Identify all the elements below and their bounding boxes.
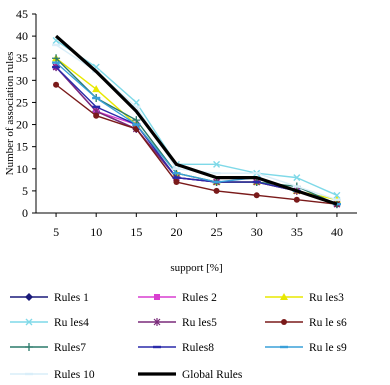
data-point bbox=[92, 105, 101, 109]
series-line bbox=[55, 84, 338, 205]
legend-item: Rules8 bbox=[138, 342, 214, 354]
y-tick-label: 30 bbox=[16, 73, 28, 87]
series-line bbox=[55, 66, 338, 205]
data-point bbox=[132, 105, 141, 109]
data-point bbox=[213, 160, 221, 168]
series-8 bbox=[52, 61, 341, 206]
data-point bbox=[52, 43, 61, 47]
series-line bbox=[55, 34, 338, 206]
data-point bbox=[213, 187, 220, 194]
y-tick-label: 20 bbox=[16, 118, 28, 132]
series-line bbox=[55, 57, 338, 201]
legend-label: Ru les3 bbox=[309, 292, 344, 304]
y-tick-label: 10 bbox=[16, 162, 28, 176]
data-point bbox=[93, 112, 100, 119]
data-point bbox=[333, 191, 341, 199]
series-6 bbox=[52, 54, 341, 209]
legend-marker bbox=[25, 293, 33, 301]
data-point bbox=[292, 185, 301, 188]
x-tick-label: 10 bbox=[90, 225, 102, 239]
data-point bbox=[252, 180, 261, 184]
legend-item: Ru le s9 bbox=[265, 342, 347, 354]
data-point bbox=[332, 198, 341, 201]
legend-marker bbox=[281, 319, 287, 325]
series-line bbox=[55, 66, 338, 205]
data-point bbox=[92, 85, 101, 93]
series-line bbox=[55, 66, 338, 205]
legend-marker bbox=[153, 345, 161, 349]
y-tick-label: 40 bbox=[16, 29, 28, 43]
legend-label: Ru le s9 bbox=[309, 342, 347, 354]
legend: Rules 1 Rules 2 Ru les3 Ru les4 Ru les5 Ru le… bbox=[10, 292, 347, 381]
series-10 bbox=[55, 34, 338, 206]
legend-marker bbox=[25, 343, 33, 351]
data-point bbox=[52, 61, 61, 64]
series-line bbox=[55, 66, 338, 205]
data-point bbox=[52, 54, 61, 63]
y-tick-label: 45 bbox=[16, 7, 28, 21]
legend-label: Rules8 bbox=[182, 342, 214, 354]
legend-label: Ru le s6 bbox=[309, 317, 347, 329]
data-point bbox=[293, 196, 300, 203]
legend-item: Rules7 bbox=[10, 342, 86, 354]
y-tick-label: 5 bbox=[22, 184, 28, 198]
data-point bbox=[212, 172, 221, 175]
x-tick-label: 20 bbox=[170, 225, 182, 239]
data-point bbox=[132, 116, 141, 125]
legend-item: Rules 2 bbox=[138, 292, 217, 304]
legend-marker bbox=[25, 318, 33, 326]
data-point bbox=[92, 96, 101, 100]
legend-label: Global Rules bbox=[182, 369, 243, 381]
x-axis-title: support [%] bbox=[170, 262, 222, 274]
legend-item: Ru le s6 bbox=[265, 317, 347, 329]
data-point bbox=[253, 192, 260, 199]
x-tick-label: 25 bbox=[211, 225, 223, 239]
legend-marker bbox=[153, 318, 161, 326]
legend-item: Rules 1 bbox=[10, 292, 89, 304]
data-point bbox=[252, 172, 261, 175]
data-point bbox=[53, 81, 60, 88]
legend-label: Rules 2 bbox=[182, 292, 217, 304]
legend-item: Global Rules bbox=[138, 369, 243, 381]
data-point bbox=[172, 167, 181, 170]
data-point bbox=[172, 176, 181, 179]
data-point bbox=[52, 65, 61, 69]
y-tick-label: 35 bbox=[16, 51, 28, 65]
legend-label: Ru les4 bbox=[54, 317, 89, 329]
data-point bbox=[212, 180, 221, 184]
series-line bbox=[55, 39, 338, 196]
legend-label: Rules7 bbox=[54, 342, 86, 354]
legend-marker bbox=[154, 294, 160, 300]
x-tick-label: 5 bbox=[53, 225, 59, 239]
data-point bbox=[173, 179, 180, 186]
data-point bbox=[293, 174, 301, 182]
x-tick-label: 40 bbox=[331, 225, 343, 239]
legend-marker bbox=[25, 372, 33, 376]
legend-marker bbox=[280, 345, 288, 349]
legend-label: Rules 10 bbox=[54, 369, 95, 381]
series-lines bbox=[52, 34, 341, 209]
legend-label: Rules 1 bbox=[54, 292, 89, 304]
legend-item: Rules 10 bbox=[10, 369, 95, 381]
data-point bbox=[172, 172, 181, 175]
legend-marker bbox=[280, 293, 288, 300]
y-tick-label: 15 bbox=[16, 140, 28, 154]
legend-label: Ru les5 bbox=[182, 317, 217, 329]
tick-labels: 0 5 10 15 20 25 30 35 40 45 5 10 15 20 25 30 35 40 bbox=[16, 7, 343, 239]
x-tick-label: 15 bbox=[130, 225, 142, 239]
legend-item: Ru les4 bbox=[10, 317, 89, 329]
legend-item: Ru les3 bbox=[265, 292, 344, 304]
y-tick-label: 25 bbox=[16, 95, 28, 109]
data-point bbox=[132, 123, 141, 126]
series-line bbox=[55, 57, 338, 205]
x-tick-label: 35 bbox=[291, 225, 303, 239]
y-tick-label: 0 bbox=[22, 206, 28, 220]
series-line bbox=[55, 62, 338, 205]
legend-item: Ru les5 bbox=[138, 317, 217, 329]
x-tick-label: 30 bbox=[251, 225, 263, 239]
y-axis-title: Number of association rules bbox=[4, 52, 16, 176]
axes bbox=[32, 13, 357, 217]
